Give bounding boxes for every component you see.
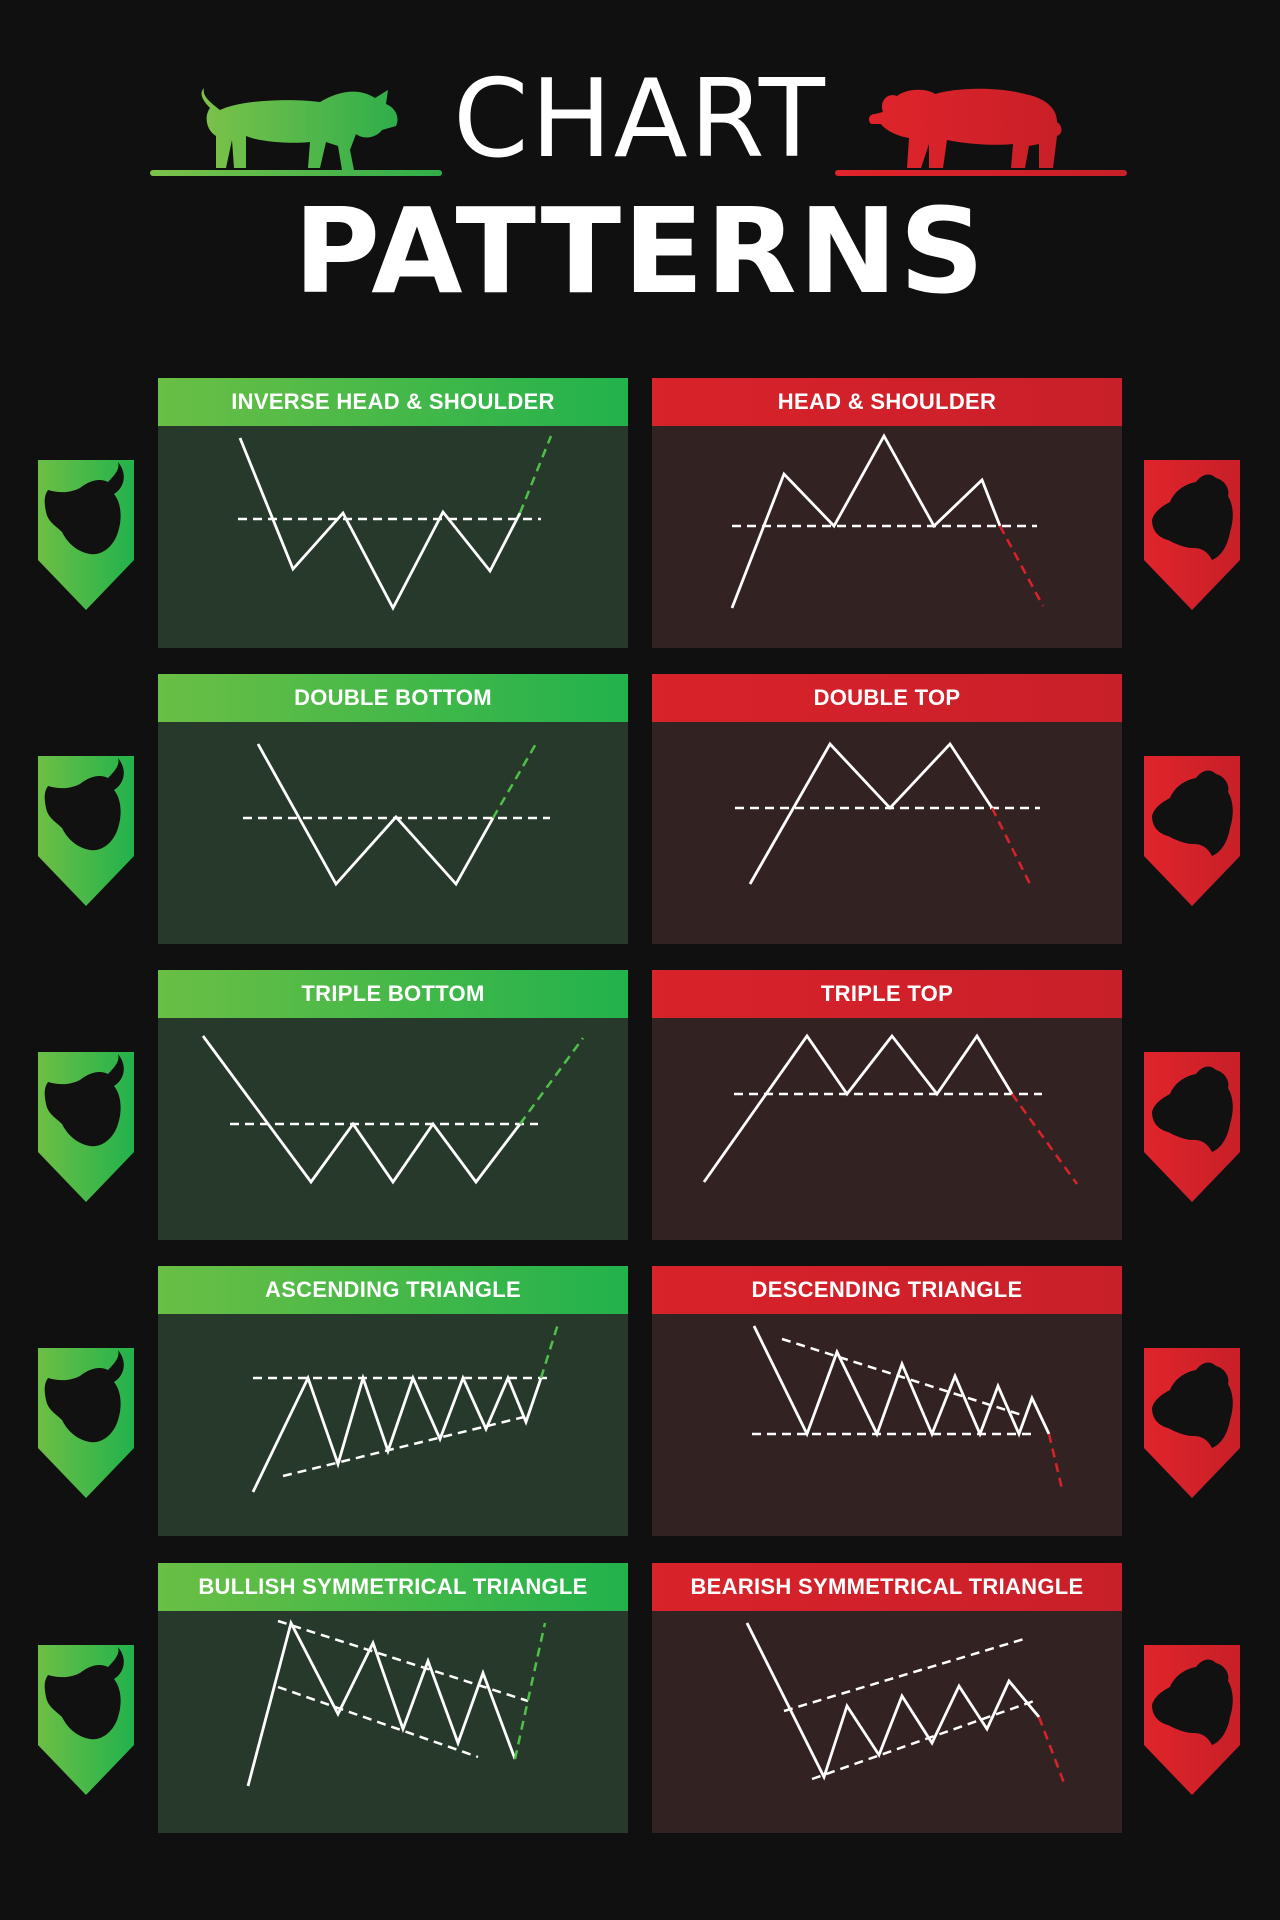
card-double-bottom: DOUBLE BOTTOM bbox=[158, 674, 628, 944]
bull-head-icon bbox=[38, 460, 134, 610]
price-path-line bbox=[730, 433, 1002, 609]
bull-head-icon bbox=[38, 1348, 134, 1498]
breakout-line bbox=[518, 435, 553, 514]
pattern-diagram bbox=[652, 1314, 1122, 1536]
bear-ground-line bbox=[835, 170, 1127, 176]
pattern-svg bbox=[752, 1325, 1064, 1490]
bull-ground-line bbox=[150, 170, 442, 176]
title-patterns: PATTERNS bbox=[293, 182, 987, 320]
card-bullish-symmetrical-triangle: BULLISH SYMMETRICAL TRIANGLE bbox=[158, 1563, 628, 1833]
card-triple-bottom: TRIPLE BOTTOM bbox=[158, 970, 628, 1240]
price-path-line bbox=[748, 741, 994, 885]
price-path-line bbox=[702, 1033, 1014, 1183]
bull-head-icon bbox=[38, 1052, 134, 1202]
support-resistance-line bbox=[783, 1637, 1025, 1713]
pattern-diagram bbox=[158, 722, 628, 944]
card-triple-top: TRIPLE TOP bbox=[652, 970, 1122, 1240]
pattern-diagram bbox=[652, 1018, 1122, 1240]
pattern-svg bbox=[238, 435, 553, 612]
breakdown-line bbox=[1047, 1433, 1064, 1490]
breakdown-line bbox=[998, 525, 1045, 607]
breakdown-line bbox=[990, 807, 1032, 885]
breakdown-line bbox=[1010, 1093, 1079, 1185]
bull-head-icon bbox=[38, 1645, 134, 1795]
price-path-line bbox=[251, 1373, 543, 1493]
card-title: DOUBLE BOTTOM bbox=[158, 674, 628, 722]
pattern-diagram bbox=[652, 1611, 1122, 1833]
card-title: ASCENDING TRIANGLE bbox=[158, 1266, 628, 1314]
bear-head-icon bbox=[1144, 1052, 1240, 1202]
pattern-svg bbox=[745, 1622, 1066, 1784]
pattern-svg bbox=[730, 433, 1045, 609]
card-title: BEARISH SYMMETRICAL TRIANGLE bbox=[652, 1563, 1122, 1611]
bear-head-icon bbox=[1144, 1645, 1240, 1795]
price-path-line bbox=[201, 1035, 522, 1185]
card-inverse-head-and-shoulder: INVERSE HEAD & SHOULDER bbox=[158, 378, 628, 648]
breakout-line bbox=[491, 741, 539, 819]
support-resistance-line bbox=[781, 1337, 1026, 1418]
card-bearish-symmetrical-triangle: BEARISH SYMMETRICAL TRIANGLE bbox=[652, 1563, 1122, 1833]
pattern-svg bbox=[735, 741, 1040, 885]
bear-icon bbox=[868, 88, 1062, 168]
card-double-top: DOUBLE TOP bbox=[652, 674, 1122, 944]
card-title: TRIPLE BOTTOM bbox=[158, 970, 628, 1018]
bull-head-icon bbox=[38, 756, 134, 906]
card-title: DESCENDING TRIANGLE bbox=[652, 1266, 1122, 1314]
price-path-line bbox=[752, 1325, 1051, 1438]
hero-bull-graphic bbox=[150, 88, 442, 176]
support-resistance-line bbox=[277, 1619, 529, 1703]
breakout-line bbox=[513, 1622, 547, 1760]
price-path-line bbox=[246, 1619, 517, 1787]
pattern-svg bbox=[243, 741, 550, 887]
support-resistance-line bbox=[282, 1414, 529, 1478]
bear-head-icon bbox=[1144, 756, 1240, 906]
price-path-line bbox=[238, 437, 522, 612]
pattern-diagram bbox=[158, 1314, 628, 1536]
card-title: INVERSE HEAD & SHOULDER bbox=[158, 378, 628, 426]
price-path-line bbox=[745, 1622, 1041, 1781]
bull-icon bbox=[201, 88, 398, 170]
card-title: TRIPLE TOP bbox=[652, 970, 1122, 1018]
pattern-diagram bbox=[652, 426, 1122, 648]
breakdown-line bbox=[1037, 1716, 1066, 1784]
card-title: DOUBLE TOP bbox=[652, 674, 1122, 722]
pattern-svg bbox=[246, 1619, 547, 1787]
support-resistance-line bbox=[811, 1699, 1035, 1781]
bear-head-icon bbox=[1144, 460, 1240, 610]
title-chart: CHART bbox=[453, 57, 827, 182]
card-title: HEAD & SHOULDER bbox=[652, 378, 1122, 426]
card-head-and-shoulder: HEAD & SHOULDER bbox=[652, 378, 1122, 648]
price-path-line bbox=[256, 743, 495, 887]
pattern-svg bbox=[251, 1323, 560, 1493]
pattern-svg bbox=[702, 1033, 1079, 1185]
pattern-diagram bbox=[158, 1611, 628, 1833]
breakout-line bbox=[518, 1037, 585, 1125]
pattern-diagram bbox=[652, 722, 1122, 944]
bear-head-icon bbox=[1144, 1348, 1240, 1498]
support-resistance-line bbox=[277, 1685, 479, 1759]
pattern-diagram bbox=[158, 1018, 628, 1240]
card-descending-triangle: DESCENDING TRIANGLE bbox=[652, 1266, 1122, 1536]
breakout-line bbox=[539, 1323, 560, 1379]
card-ascending-triangle: ASCENDING TRIANGLE bbox=[158, 1266, 628, 1536]
card-title: BULLISH SYMMETRICAL TRIANGLE bbox=[158, 1563, 628, 1611]
pattern-diagram bbox=[158, 426, 628, 648]
pattern-svg bbox=[201, 1035, 585, 1185]
hero-bear-graphic bbox=[835, 88, 1127, 176]
